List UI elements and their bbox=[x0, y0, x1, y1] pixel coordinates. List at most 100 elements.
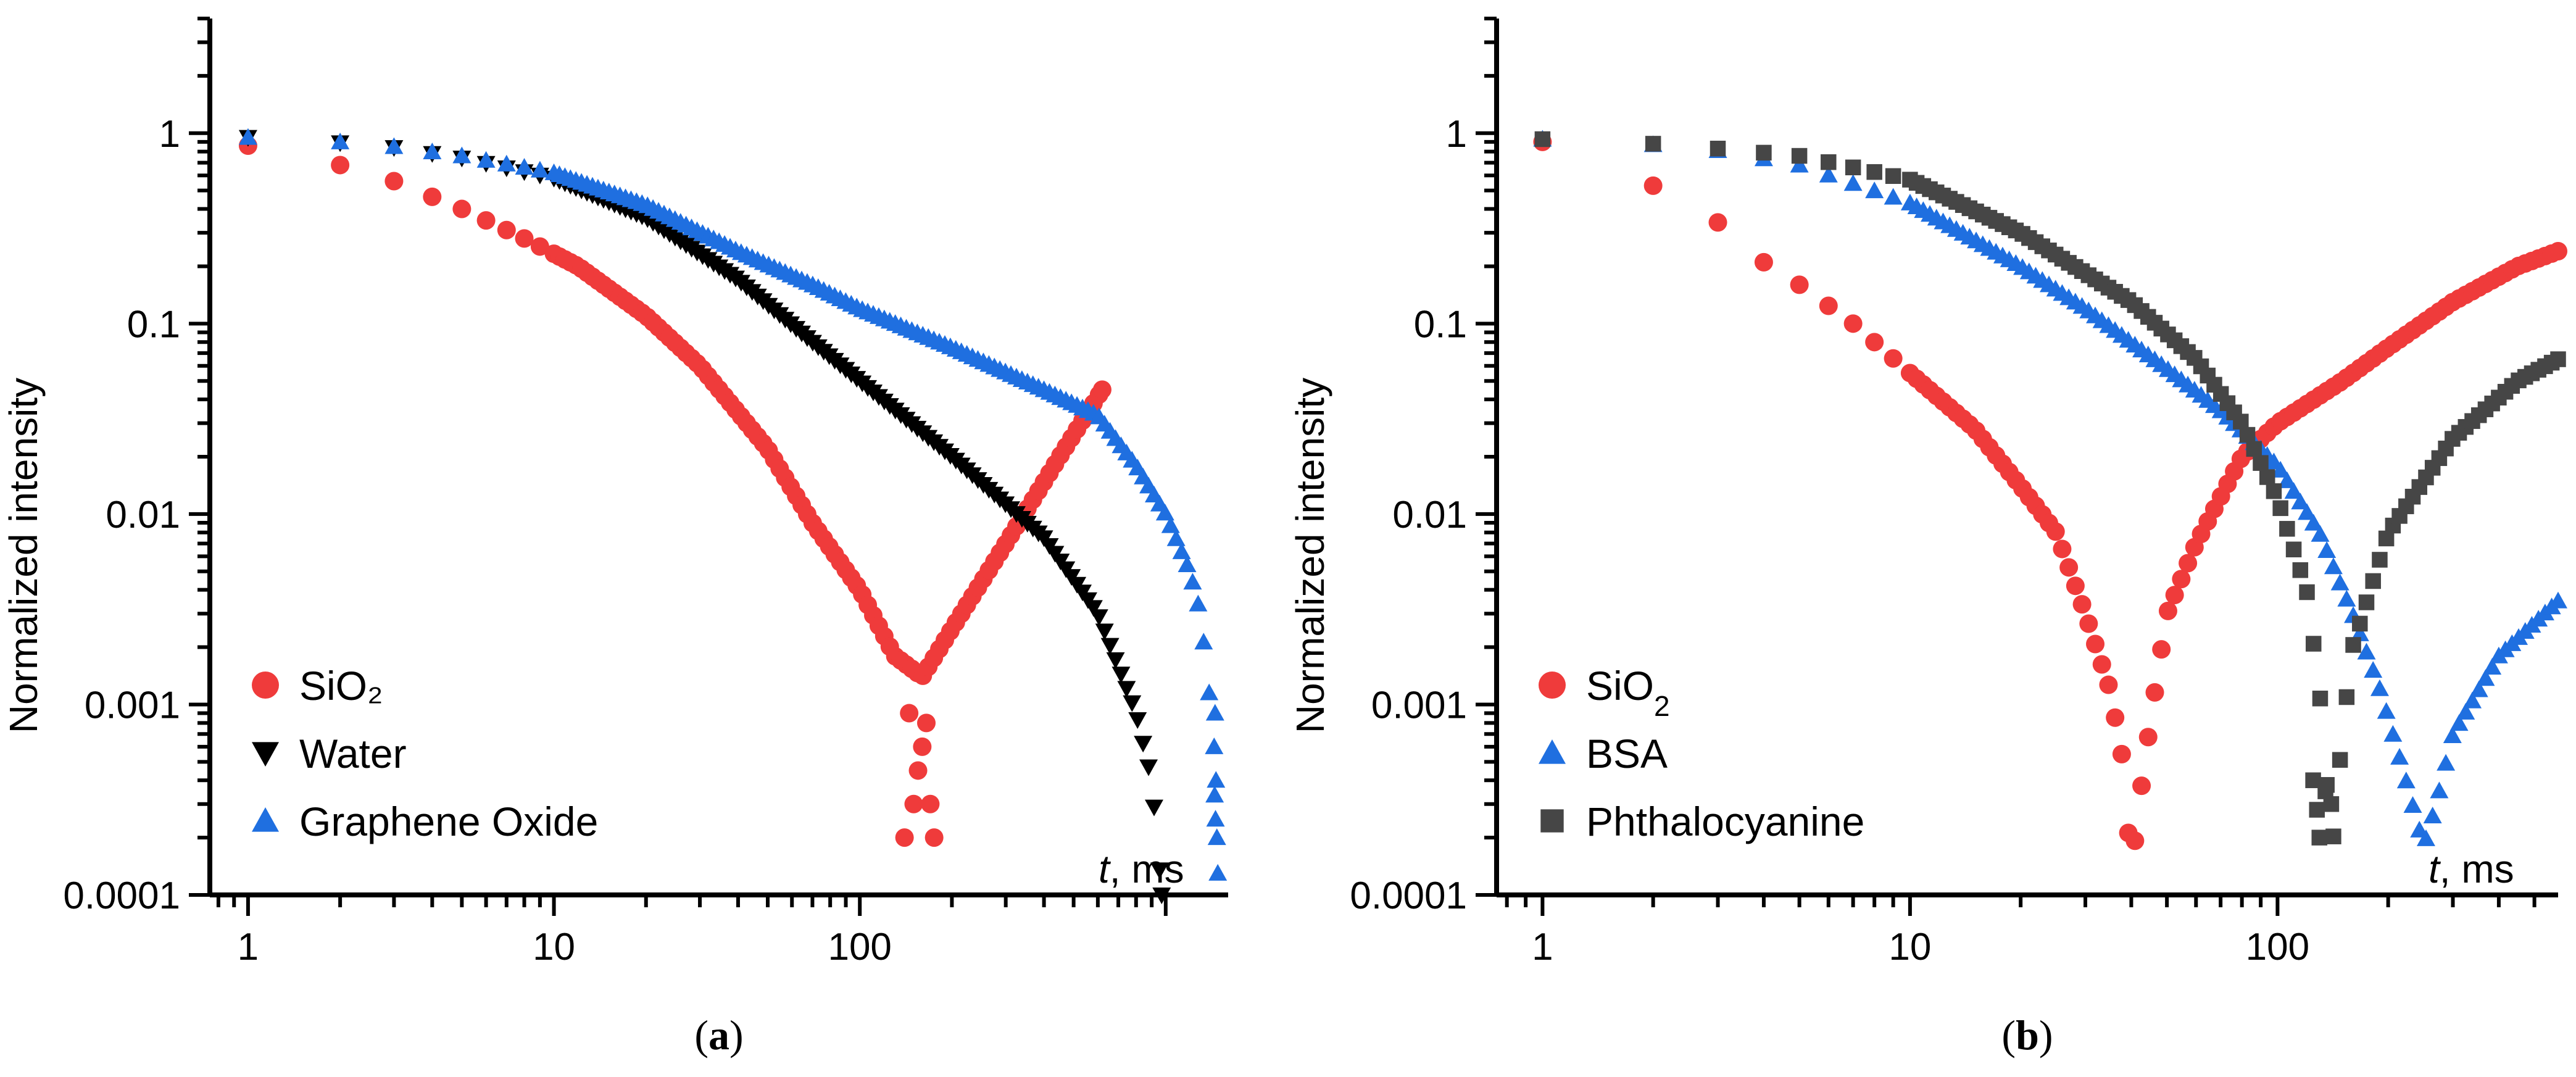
caption-close-a: ) bbox=[729, 1012, 744, 1058]
legend-label-graphene-oxide: Graphene Oxide bbox=[299, 799, 598, 844]
y-tick-label: 0.01 bbox=[106, 494, 180, 536]
data-point bbox=[1754, 252, 1773, 272]
y-axis-title-b: Normalized intensity bbox=[1288, 378, 1332, 733]
data-point bbox=[913, 737, 932, 756]
data-point bbox=[1708, 213, 1727, 232]
data-point bbox=[2377, 702, 2396, 719]
data-point bbox=[530, 237, 549, 256]
data-point bbox=[2357, 642, 2376, 660]
data-point bbox=[2345, 637, 2361, 653]
data-point bbox=[2469, 680, 2488, 697]
data-point bbox=[924, 828, 944, 847]
legend-marker-circle bbox=[252, 672, 279, 699]
data-point bbox=[2059, 558, 2079, 577]
data-point bbox=[2456, 702, 2475, 720]
tick-labels-a: 1 10 100 1 0.1 0.01 0.001 0.0001 bbox=[63, 113, 892, 968]
x-axis-var-b: t bbox=[2429, 847, 2441, 891]
data-point bbox=[2112, 744, 2131, 763]
data-point bbox=[2072, 595, 2092, 614]
data-point bbox=[2323, 796, 2340, 812]
legend-marks-a bbox=[252, 672, 279, 832]
data-point bbox=[1710, 140, 1726, 157]
y-tick-label: 1 bbox=[159, 113, 180, 156]
data-point bbox=[1865, 181, 1884, 199]
x-tick-label: 1 bbox=[238, 926, 259, 968]
data-point bbox=[2246, 441, 2262, 457]
caption-open-b: ( bbox=[2001, 1012, 2016, 1058]
data-point bbox=[2311, 830, 2327, 846]
data-point bbox=[1208, 863, 1228, 881]
legend-marker-circle bbox=[1539, 672, 1566, 699]
y-tick-label: 0.01 bbox=[1392, 494, 1467, 536]
data-point bbox=[1885, 168, 1901, 184]
data-point bbox=[1092, 380, 1111, 399]
data-point bbox=[1205, 786, 1224, 803]
data-point bbox=[2332, 752, 2348, 768]
data-point bbox=[384, 172, 404, 191]
data-point bbox=[2350, 624, 2369, 641]
data-point bbox=[1155, 504, 1174, 521]
legend-label-sio2-a: SiO₂ bbox=[299, 663, 383, 709]
y-tick-label: 0.001 bbox=[85, 684, 180, 726]
data-point bbox=[2066, 576, 2085, 596]
legend-label-sio2-b: SiO2 bbox=[1586, 663, 1670, 722]
data-point bbox=[2272, 500, 2288, 517]
data-point bbox=[2549, 242, 2567, 261]
data-point bbox=[423, 142, 442, 159]
data-point bbox=[2390, 747, 2409, 765]
data-point bbox=[1884, 188, 1903, 205]
tick-labels-b: 1 10 100 1 0.1 0.01 0.001 0.0001 bbox=[1350, 113, 2309, 968]
data-point bbox=[1128, 712, 1147, 729]
caption-open-a: ( bbox=[694, 1012, 708, 1058]
data-point bbox=[515, 229, 534, 248]
data-point bbox=[1189, 594, 1208, 612]
data-point bbox=[1645, 136, 1661, 152]
data-point bbox=[1821, 154, 1837, 170]
data-point bbox=[2476, 669, 2495, 686]
data-point bbox=[2396, 771, 2416, 789]
data-point bbox=[1100, 638, 1120, 655]
data-point bbox=[1643, 176, 1663, 195]
caption-close-b: ) bbox=[2039, 1012, 2053, 1058]
data-point bbox=[1819, 296, 1838, 315]
data-point bbox=[1089, 609, 1108, 626]
y-tick-label: 0.1 bbox=[1414, 303, 1467, 346]
data-point bbox=[2152, 640, 2171, 659]
data-point bbox=[384, 137, 404, 154]
x-tick-label: 1 bbox=[1532, 926, 1553, 968]
data-point bbox=[2430, 781, 2449, 799]
data-point bbox=[2312, 690, 2329, 707]
data-point bbox=[908, 761, 928, 780]
ticks-a bbox=[189, 17, 1168, 916]
data-point bbox=[2370, 679, 2389, 696]
data-point bbox=[904, 794, 923, 813]
legend-marker-triangle-down bbox=[252, 742, 279, 767]
data-point bbox=[2158, 601, 2177, 620]
data-point bbox=[1819, 165, 1838, 183]
data-point bbox=[2305, 772, 2321, 788]
data-point bbox=[2317, 541, 2337, 559]
data-point bbox=[2277, 471, 2296, 488]
data-point bbox=[2086, 634, 2105, 654]
y-axis-title-a: Normalized intensity bbox=[1, 378, 46, 733]
data-point bbox=[530, 160, 549, 178]
data-point bbox=[2279, 521, 2295, 537]
data-point bbox=[1207, 771, 1226, 788]
legend-label-bsa: BSA bbox=[1586, 731, 1668, 776]
data-point bbox=[2285, 541, 2302, 558]
data-point bbox=[895, 828, 914, 847]
caption-letter-b: b bbox=[2016, 1012, 2039, 1058]
legend-label-water: Water bbox=[299, 731, 407, 776]
data-point bbox=[1172, 542, 1191, 559]
data-point bbox=[1843, 314, 1863, 333]
data-point bbox=[2443, 726, 2462, 744]
data-point bbox=[1183, 573, 1202, 590]
data-point bbox=[1139, 759, 1158, 776]
data-point bbox=[2053, 539, 2072, 559]
data-point bbox=[1205, 737, 1224, 754]
data-point bbox=[2449, 714, 2469, 731]
data-point bbox=[2311, 525, 2330, 542]
x-axis-unit-b: , ms bbox=[2440, 847, 2514, 891]
legend-marker-triangle-up bbox=[1539, 739, 1566, 764]
